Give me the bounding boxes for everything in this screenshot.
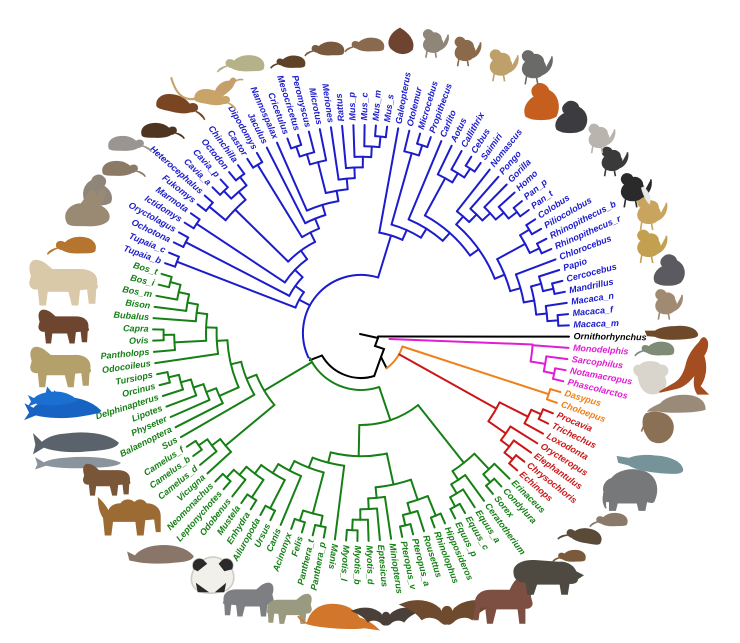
- svg-text:Macaca_m: Macaca_m: [573, 318, 619, 330]
- svg-text:Mus_c: Mus_c: [359, 92, 369, 120]
- svg-text:Mus_p: Mus_p: [347, 91, 358, 120]
- svg-text:Bison: Bison: [125, 298, 152, 311]
- svg-text:Mus_s: Mus_s: [382, 94, 395, 123]
- svg-text:Manis: Manis: [327, 543, 340, 570]
- svg-text:Myotis_d: Myotis_d: [364, 545, 375, 585]
- svg-text:Ornithorhynchus: Ornithorhynchus: [573, 331, 646, 342]
- svg-text:Pantholops: Pantholops: [100, 347, 150, 361]
- svg-text:Capra: Capra: [123, 323, 149, 333]
- svg-text:Mus_m: Mus_m: [371, 90, 383, 122]
- svg-text:Eptesicus: Eptesicus: [376, 544, 390, 587]
- svg-text:Bubalus: Bubalus: [113, 310, 149, 323]
- svg-text:Ovis: Ovis: [129, 335, 149, 346]
- svg-text:Rattus: Rattus: [334, 93, 347, 122]
- svg-text:Macaca_f: Macaca_f: [572, 304, 614, 318]
- svg-text:Myotis_b: Myotis_b: [352, 545, 363, 585]
- svg-text:Myotis_l: Myotis_l: [339, 545, 352, 582]
- svg-text:Monodelphis: Monodelphis: [573, 343, 629, 357]
